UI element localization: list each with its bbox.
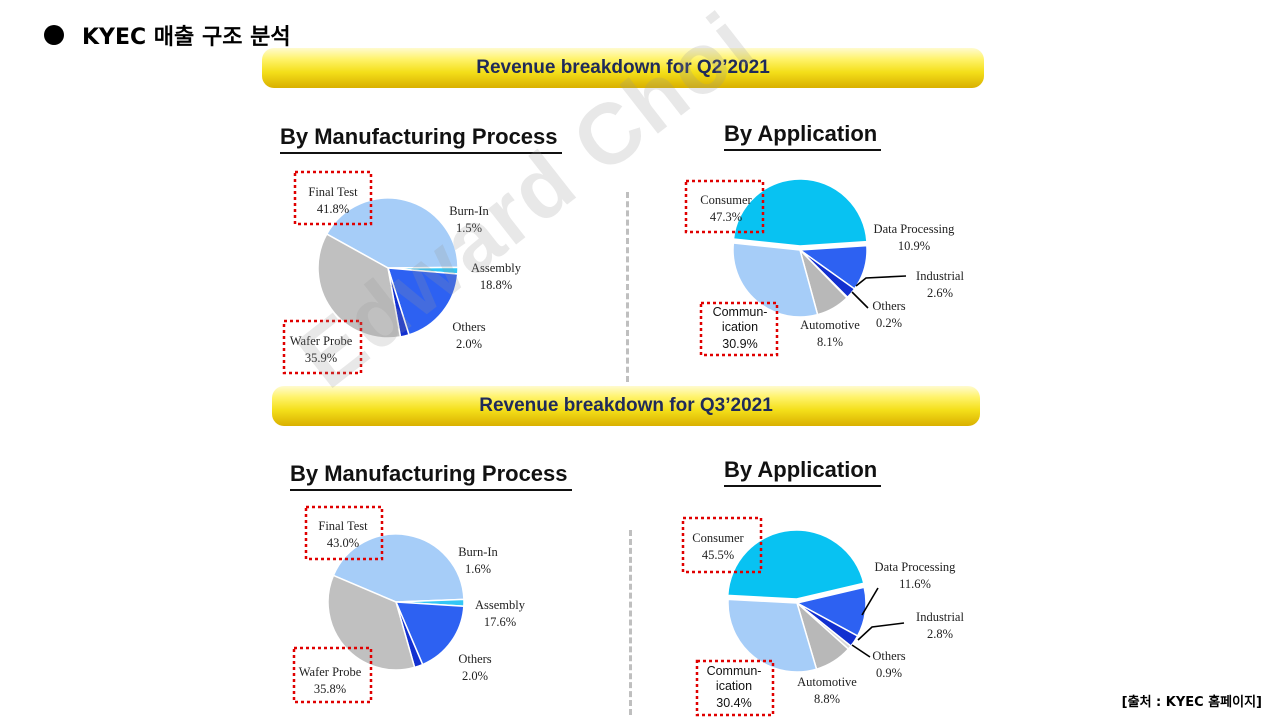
pie-chart-2: Final Test 43.0% Burn-In 1.6% Assembly 17.6% O… — [292, 505, 526, 704]
highlight-box-consumer — [684, 179, 765, 234]
pie-chart-0: Final Test 41.8% Burn-In 1.5% Assembly 18.8% O… — [282, 170, 522, 375]
slice-label-others: Others — [452, 320, 485, 334]
divider-q3 — [629, 530, 632, 715]
slice-label-others: Others — [872, 299, 905, 313]
slice-value-commun-ication: 30.9% — [722, 337, 757, 351]
slice-label-commun-ication: ication — [722, 320, 758, 334]
slice-label-automotive: Automotive — [797, 675, 857, 689]
pie-chart-3: Consumer 45.5% Data Processing 11.6% Industr… — [681, 516, 964, 717]
slice-label-assembly: Assembly — [471, 261, 522, 275]
highlight-box-final-test — [304, 505, 384, 561]
slice-label-final-test: Final Test — [318, 519, 368, 533]
slice-label-wafer-probe: Wafer Probe — [290, 334, 353, 348]
slice-label-burn-in: Burn-In — [458, 545, 498, 559]
slice-value-industrial: 2.8% — [927, 627, 953, 641]
slice-value-burn-in: 1.5% — [456, 221, 482, 235]
slice-value-data-processing: 11.6% — [899, 577, 931, 591]
slice-value-commun-ication: 30.4% — [716, 696, 751, 710]
slice-label-commun-ication: Commun- — [713, 305, 768, 319]
slice-label-data-processing: Data Processing — [875, 560, 957, 574]
highlight-box-consumer — [681, 516, 763, 574]
leader-line-others — [851, 291, 869, 309]
highlight-box-wafer-probe — [282, 319, 363, 375]
slide-title: KYEC 매출 구조 분석 — [44, 18, 291, 52]
q2-process-title: By Manufacturing Process — [280, 124, 562, 154]
slice-label-industrial: Industrial — [916, 610, 964, 624]
slice-value-final-test: 43.0% — [327, 536, 359, 550]
banner-q3-2021: Revenue breakdown for Q3’2021 — [272, 386, 980, 426]
leader-line-others — [851, 644, 871, 658]
slice-label-consumer: Consumer — [700, 193, 752, 207]
highlight-box-final-test — [293, 170, 373, 226]
slice-value-assembly: 18.8% — [480, 278, 512, 292]
q3-process-title: By Manufacturing Process — [290, 461, 572, 491]
slice-label-wafer-probe: Wafer Probe — [299, 665, 362, 679]
slice-label-assembly: Assembly — [475, 598, 526, 612]
slide-title-text: KYEC 매출 구조 분석 — [82, 25, 291, 50]
pie-slice-consumer — [732, 178, 868, 247]
leader-line-industrial — [855, 275, 907, 287]
bullet-icon — [44, 25, 64, 45]
banner-q2-2021: Revenue breakdown for Q2’2021 — [262, 48, 984, 88]
slice-value-automotive: 8.1% — [817, 335, 843, 349]
q2-application-title: By Application — [724, 121, 882, 151]
highlight-box-wafer-probe — [292, 646, 373, 704]
leader-line-data-processing — [861, 587, 879, 616]
q3-application-title: By Application — [724, 457, 882, 487]
slice-label-data-processing: Data Processing — [874, 222, 956, 236]
pie-slice-assembly — [386, 267, 459, 336]
slice-value-industrial: 2.6% — [927, 286, 953, 300]
slice-value-final-test: 41.8% — [317, 202, 349, 216]
slice-value-automotive: 8.8% — [814, 692, 840, 706]
slice-label-others: Others — [872, 649, 905, 663]
slice-value-data-processing: 10.9% — [898, 239, 930, 253]
slice-label-final-test: Final Test — [308, 185, 358, 199]
pie-slice-consumer — [726, 529, 865, 600]
slice-value-others: 0.2% — [876, 316, 902, 330]
slice-value-wafer-probe: 35.9% — [305, 351, 337, 365]
leader-line-industrial — [857, 622, 905, 641]
pie-slice-wafer-probe — [317, 233, 402, 339]
pie-slice-assembly — [394, 601, 465, 666]
slice-value-wafer-probe: 35.8% — [314, 682, 346, 696]
source-note: [출처 : KYEC 홈페이지] — [1121, 695, 1262, 710]
slice-label-commun-ication: Commun- — [707, 664, 762, 678]
pie-slice-wafer-probe — [327, 574, 416, 671]
slice-value-others: 2.0% — [456, 337, 482, 351]
highlight-box-commun-ication — [699, 301, 779, 357]
pie-slice-final-test — [325, 197, 459, 269]
slice-label-burn-in: Burn-In — [449, 204, 489, 218]
slice-value-assembly: 17.6% — [484, 615, 516, 629]
pie-slice-final-test — [332, 533, 465, 603]
slice-value-others: 2.0% — [462, 669, 488, 683]
slice-value-consumer: 47.3% — [710, 210, 742, 224]
slice-label-automotive: Automotive — [800, 318, 860, 332]
slice-value-consumer: 45.5% — [702, 548, 734, 562]
divider-q2 — [626, 192, 629, 382]
pie-slice-commun-ication — [732, 242, 819, 318]
slice-label-commun-ication: ication — [716, 679, 752, 693]
pie-chart-1: Consumer 47.3% Data Processing 10.9% Industr… — [684, 178, 964, 357]
slice-label-others: Others — [458, 652, 491, 666]
slice-value-others: 0.9% — [876, 666, 902, 680]
slice-label-consumer: Consumer — [692, 531, 744, 545]
highlight-box-commun-ication — [695, 659, 775, 717]
slice-value-burn-in: 1.6% — [465, 562, 491, 576]
slice-label-industrial: Industrial — [916, 269, 964, 283]
pie-slice-commun-ication — [727, 598, 818, 673]
